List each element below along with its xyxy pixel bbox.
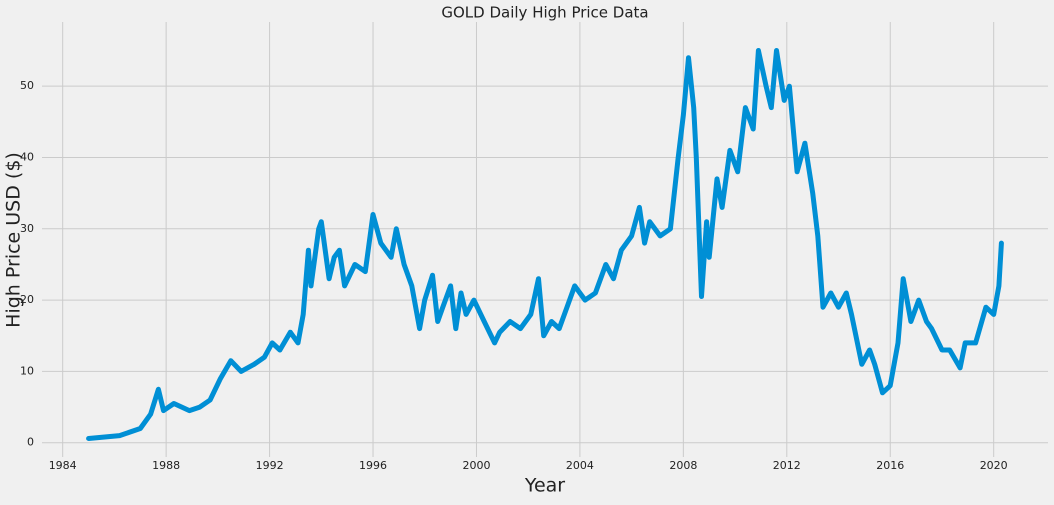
y-axis-label: High Price USD ($)	[3, 152, 25, 328]
x-tick-label: 2004	[566, 459, 594, 472]
y-tick-label: 0	[27, 436, 34, 449]
x-tick-label: 2020	[980, 459, 1008, 472]
x-tick-label: 1988	[152, 459, 180, 472]
x-tick-label: 2000	[462, 459, 490, 472]
plot-area	[42, 22, 1048, 457]
price-line	[86, 48, 1004, 441]
x-axis-label: Year	[524, 475, 565, 497]
x-tick-label: 1992	[256, 459, 284, 472]
x-tick-label: 2016	[876, 459, 904, 472]
y-tick-label: 50	[20, 79, 34, 92]
y-tick-label: 10	[20, 364, 34, 377]
x-tick-label: 1984	[49, 459, 77, 472]
y-tick-label: 20	[20, 293, 34, 306]
y-tick-label: 40	[20, 150, 34, 163]
x-tick-label: 2008	[669, 459, 697, 472]
y-tick-label: 30	[20, 222, 34, 235]
x-tick-label: 2012	[773, 459, 801, 472]
chart-title: GOLD Daily High Price Data	[441, 4, 648, 22]
x-tick-label: 1996	[359, 459, 387, 472]
